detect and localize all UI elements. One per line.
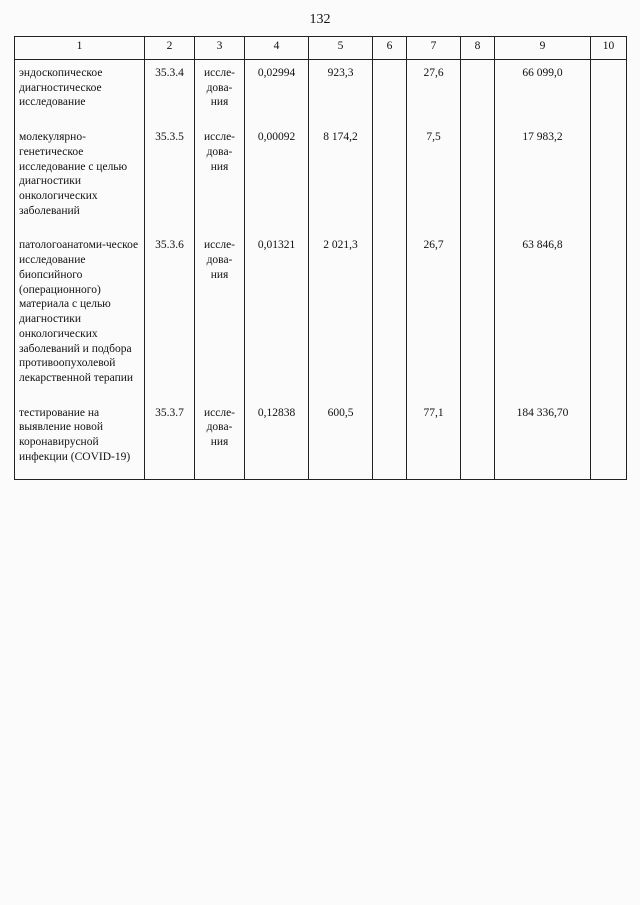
table-row: молекулярно-генетическое исследование с …: [14, 124, 627, 233]
value-cell: [460, 59, 495, 125]
table-row: тестирование на выявление новой коронави…: [14, 399, 627, 480]
table-row: эндоскопическое диагностическое исследов…: [14, 59, 627, 125]
value-cell: [460, 399, 495, 480]
value-cell: [372, 59, 407, 125]
column-header: 9: [494, 36, 591, 60]
value-cell: 0,12838: [244, 399, 309, 480]
service-name-cell: эндоскопическое диагностическое исследов…: [14, 59, 145, 125]
service-name-cell: молекулярно-генетическое исследование с …: [14, 124, 145, 233]
value-cell: 66 099,0: [494, 59, 591, 125]
column-header: 7: [406, 36, 461, 60]
value-cell: 8 174,2: [308, 124, 373, 233]
value-cell: 63 846,8: [494, 232, 591, 400]
value-cell: 184 336,70: [494, 399, 591, 480]
column-header: 2: [144, 36, 195, 60]
value-cell: 0,00092: [244, 124, 309, 233]
unit-cell: иссле-дова-ния: [194, 59, 245, 125]
code-cell: 35.3.5: [144, 124, 195, 233]
code-cell: 35.3.6: [144, 232, 195, 400]
value-cell: [590, 124, 627, 233]
table-row: патологоанатоми-ческое исследование биоп…: [14, 232, 627, 400]
service-name-cell: патологоанатоми-ческое исследование биоп…: [14, 232, 145, 400]
header-row: 1 2 3 4 5 6 7 8 9 10: [14, 36, 627, 60]
value-cell: 17 983,2: [494, 124, 591, 233]
value-cell: 7,5: [406, 124, 461, 233]
code-cell: 35.3.4: [144, 59, 195, 125]
column-header: 3: [194, 36, 245, 60]
page-number: 132: [309, 12, 331, 27]
column-header: 4: [244, 36, 309, 60]
value-cell: 2 021,3: [308, 232, 373, 400]
unit-cell: иссле-дова-ния: [194, 124, 245, 233]
value-cell: [372, 399, 407, 480]
column-header: 1: [14, 36, 145, 60]
service-name-cell: тестирование на выявление новой коронави…: [14, 399, 145, 480]
value-cell: [590, 399, 627, 480]
code-cell: 35.3.7: [144, 399, 195, 480]
column-header: 10: [590, 36, 627, 60]
value-cell: 923,3: [308, 59, 373, 125]
column-header: 6: [372, 36, 407, 60]
value-cell: [590, 232, 627, 400]
data-table: 1 2 3 4 5 6 7 8 9 10 эндоскопическое диа…: [14, 36, 627, 480]
value-cell: 27,6: [406, 59, 461, 125]
value-cell: 77,1: [406, 399, 461, 480]
value-cell: [590, 59, 627, 125]
value-cell: 26,7: [406, 232, 461, 400]
column-header: 8: [460, 36, 495, 60]
unit-cell: иссле-дова-ния: [194, 399, 245, 480]
value-cell: [372, 232, 407, 400]
unit-cell: иссле-дова-ния: [194, 232, 245, 400]
value-cell: [460, 124, 495, 233]
value-cell: 0,01321: [244, 232, 309, 400]
column-header: 5: [308, 36, 373, 60]
value-cell: [372, 124, 407, 233]
value-cell: 600,5: [308, 399, 373, 480]
value-cell: 0,02994: [244, 59, 309, 125]
value-cell: [460, 232, 495, 400]
